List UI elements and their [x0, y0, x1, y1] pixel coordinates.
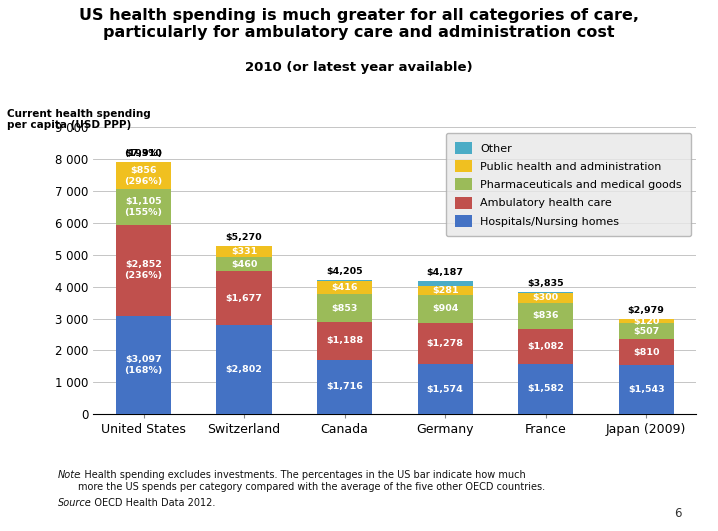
Text: $4,205: $4,205 — [326, 268, 363, 276]
Text: $1,582: $1,582 — [527, 384, 564, 393]
Text: : Health spending excludes investments. The percentages in the US bar indicate h: : Health spending excludes investments. … — [78, 470, 545, 492]
Bar — [217, 271, 271, 325]
Bar — [417, 364, 472, 414]
Bar — [217, 257, 271, 271]
Bar — [116, 315, 171, 414]
Text: $300: $300 — [533, 294, 559, 302]
Text: Current health spending: Current health spending — [7, 109, 151, 119]
Text: $836: $836 — [533, 312, 559, 321]
Text: $810: $810 — [633, 348, 659, 357]
Text: $1,105
(155%): $1,105 (155%) — [125, 198, 162, 217]
Bar — [317, 322, 372, 359]
Bar — [417, 295, 472, 323]
Bar — [417, 323, 472, 364]
Text: : OECD Health Data 2012.: : OECD Health Data 2012. — [88, 498, 215, 508]
Bar — [417, 286, 472, 295]
Bar — [518, 303, 574, 329]
Bar — [618, 323, 673, 339]
Bar — [618, 339, 673, 365]
Text: $2,802: $2,802 — [225, 365, 263, 374]
Text: $1,543: $1,543 — [628, 385, 665, 394]
Text: $904: $904 — [432, 304, 458, 313]
Bar — [317, 281, 372, 295]
Text: $2,979: $2,979 — [628, 306, 665, 315]
Bar — [417, 281, 472, 286]
Bar — [116, 190, 171, 225]
Bar — [317, 280, 372, 281]
Text: $281: $281 — [432, 286, 459, 295]
Text: $507: $507 — [633, 327, 659, 336]
Text: $4,187: $4,187 — [426, 268, 464, 277]
Text: 6: 6 — [675, 508, 682, 520]
Text: $1,716: $1,716 — [326, 382, 363, 391]
Text: Note: Note — [57, 470, 80, 480]
Text: per capita (USD PPP): per capita (USD PPP) — [7, 120, 131, 130]
Bar — [518, 292, 574, 293]
Text: $3,097
(168%): $3,097 (168%) — [124, 355, 163, 374]
Text: $856
(296%): $856 (296%) — [124, 166, 163, 185]
Text: $331: $331 — [231, 247, 257, 256]
Bar — [317, 359, 372, 414]
Text: $1,677: $1,677 — [225, 294, 263, 303]
Bar — [317, 295, 372, 322]
Text: $1,574: $1,574 — [426, 384, 464, 393]
Text: $416: $416 — [332, 284, 358, 293]
Legend: Other, Public health and administration, Pharmaceuticals and medical goods, Ambu: Other, Public health and administration,… — [446, 133, 691, 236]
Bar — [518, 329, 574, 364]
Bar — [618, 319, 673, 323]
Bar — [116, 162, 171, 190]
Text: (193%): (193%) — [124, 139, 163, 158]
Text: $1,278: $1,278 — [426, 339, 464, 348]
Text: $5,270: $5,270 — [225, 234, 263, 243]
Text: $460: $460 — [231, 260, 257, 269]
Text: 2010 (or latest year available): 2010 (or latest year available) — [245, 61, 473, 74]
Text: $7,910: $7,910 — [125, 149, 162, 158]
Text: $3,835: $3,835 — [527, 279, 564, 288]
Bar — [217, 246, 271, 257]
Text: $853: $853 — [332, 304, 358, 313]
Bar — [518, 293, 574, 303]
Bar — [518, 364, 574, 414]
Text: $120: $120 — [633, 316, 659, 326]
Text: $1,188: $1,188 — [326, 336, 363, 345]
Text: $1,082: $1,082 — [527, 342, 564, 351]
Bar — [217, 325, 271, 414]
Bar — [618, 365, 673, 414]
Text: Source: Source — [57, 498, 91, 508]
Text: $2,852
(236%): $2,852 (236%) — [124, 260, 163, 280]
Bar — [116, 225, 171, 315]
Text: US health spending is much greater for all categories of care,
particularly for : US health spending is much greater for a… — [79, 8, 639, 40]
